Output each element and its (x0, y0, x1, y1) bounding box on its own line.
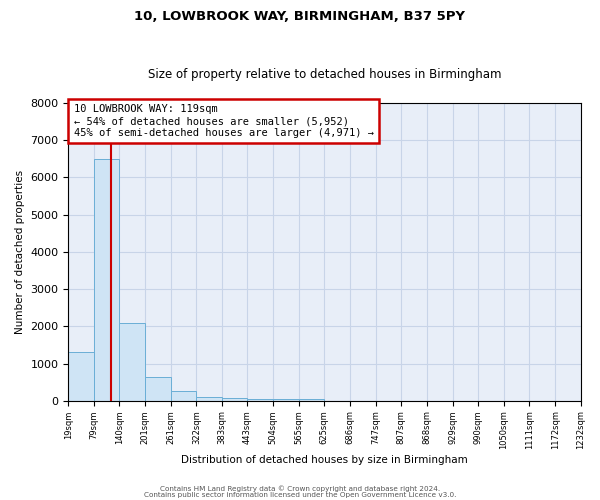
Bar (196, 397, 222, 400)
X-axis label: Distribution of detached houses by size in Birmingham: Distribution of detached houses by size … (181, 455, 468, 465)
Bar (68, 352, 94, 401)
Text: 10, LOWBROOK WAY, BIRMINGHAM, B37 5PY: 10, LOWBROOK WAY, BIRMINGHAM, B37 5PY (134, 10, 466, 23)
Bar (119, 322, 145, 400)
Bar (247, 399, 273, 400)
Title: Size of property relative to detached houses in Birmingham: Size of property relative to detached ho… (148, 68, 501, 81)
Bar (299, 399, 324, 400)
Bar (170, 392, 196, 400)
Bar (94, 159, 119, 400)
Y-axis label: Number of detached properties: Number of detached properties (15, 170, 25, 334)
Text: 10 LOWBROOK WAY: 119sqm
← 54% of detached houses are smaller (5,952)
45% of semi: 10 LOWBROOK WAY: 119sqm ← 54% of detache… (74, 104, 374, 138)
Text: Contains HM Land Registry data © Crown copyright and database right 2024.: Contains HM Land Registry data © Crown c… (160, 485, 440, 492)
Text: Contains public sector information licensed under the Open Government Licence v3: Contains public sector information licen… (144, 492, 456, 498)
Bar (273, 399, 299, 400)
Bar (145, 376, 170, 400)
Bar (222, 398, 247, 400)
